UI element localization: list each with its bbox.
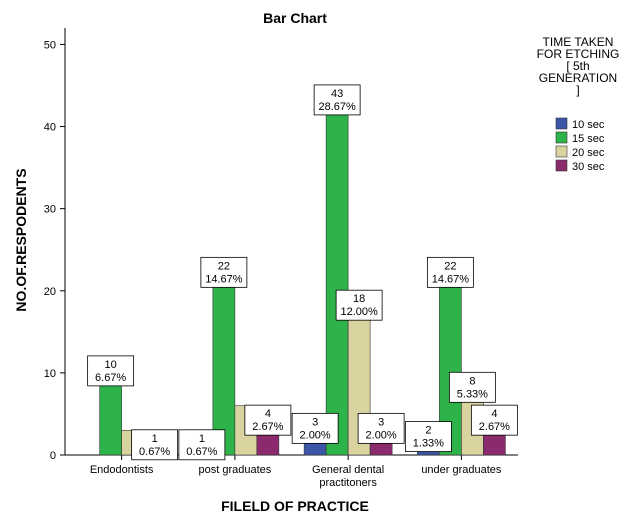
data-label-count: 18 xyxy=(353,293,365,305)
data-label-box xyxy=(335,289,383,321)
data-label-percent: 28.67% xyxy=(318,101,356,113)
data-label-count: 2 xyxy=(425,425,431,437)
data-label-percent: 0.67% xyxy=(186,446,217,458)
x-tick-label: Endodontists xyxy=(90,464,154,476)
data-label-box xyxy=(200,256,248,288)
data-label-percent: 2.67% xyxy=(479,421,510,433)
data-label-count: 1 xyxy=(199,433,205,445)
y-tick-label: 50 xyxy=(44,39,56,51)
data-label-box xyxy=(426,256,474,288)
y-tick-label: 20 xyxy=(44,286,56,298)
data-label-box xyxy=(404,421,452,452)
data-label-percent: 6.67% xyxy=(95,372,126,384)
x-tick-label: post graduates xyxy=(198,464,271,476)
data-label-count: 43 xyxy=(331,88,343,100)
data-label-count: 3 xyxy=(378,416,384,428)
data-label-box xyxy=(313,84,361,116)
legend-title: FOR ETCHING xyxy=(537,47,620,61)
data-label-box xyxy=(357,412,405,444)
data-label-percent: 12.00% xyxy=(340,306,378,318)
legend-title: [ 5th xyxy=(566,59,589,73)
legend-label: 15 sec xyxy=(572,133,605,145)
data-label-box xyxy=(291,412,339,444)
x-tick-label: under graduates xyxy=(421,464,502,476)
data-label-percent: 2.67% xyxy=(252,421,283,433)
data-label-percent: 1.33% xyxy=(413,438,444,450)
data-label-count: 22 xyxy=(444,260,456,272)
data-label-box xyxy=(244,404,292,436)
bar-15-sec-2 xyxy=(325,101,349,456)
data-label-box xyxy=(131,429,179,461)
data-label-count: 4 xyxy=(491,408,497,420)
data-label-count: 22 xyxy=(218,260,230,272)
y-tick-label: 0 xyxy=(50,450,56,462)
y-tick-label: 40 xyxy=(44,122,56,134)
data-label-percent: 2.00% xyxy=(366,429,397,441)
x-axis-label: FILELD OF PRACTICE xyxy=(221,498,369,514)
legend-swatch-15-sec xyxy=(555,131,568,144)
legend-title: TIME TAKEN xyxy=(543,35,614,49)
legend-title: GENERATION xyxy=(539,71,617,85)
data-label-percent: 2.00% xyxy=(300,429,331,441)
legend-label: 20 sec xyxy=(572,147,605,159)
bar-15-sec-1 xyxy=(212,274,236,456)
chart-title: Bar Chart xyxy=(263,10,327,26)
data-label-box xyxy=(470,404,518,436)
data-label-box xyxy=(87,355,135,387)
data-label-percent: 14.67% xyxy=(205,273,243,285)
data-label-box xyxy=(448,371,496,403)
data-label-count: 10 xyxy=(105,359,117,371)
data-label-percent: 5.33% xyxy=(457,388,488,400)
data-label-percent: 0.67% xyxy=(139,446,170,458)
x-tick-label: practitoners xyxy=(319,477,377,489)
legend-label: 10 sec xyxy=(572,119,605,131)
legend-swatch-30-sec xyxy=(555,159,568,172)
data-label-box xyxy=(178,429,226,461)
y-tick-label: 30 xyxy=(44,204,56,216)
y-tick-label: 10 xyxy=(44,368,56,380)
data-label-count: 1 xyxy=(152,433,158,445)
data-label-count: 3 xyxy=(312,416,318,428)
legend-swatch-10-sec xyxy=(555,117,568,130)
data-label-count: 8 xyxy=(469,375,475,387)
data-label-percent: 14.67% xyxy=(432,273,470,285)
legend-label: 30 sec xyxy=(572,161,605,173)
data-label-count: 4 xyxy=(265,408,271,420)
legend-title: ] xyxy=(576,83,579,97)
y-axis-label: NO.OF.RESPODENTS xyxy=(13,168,29,311)
x-tick-label: General dental xyxy=(312,464,384,476)
legend-swatch-20-sec xyxy=(555,145,568,158)
